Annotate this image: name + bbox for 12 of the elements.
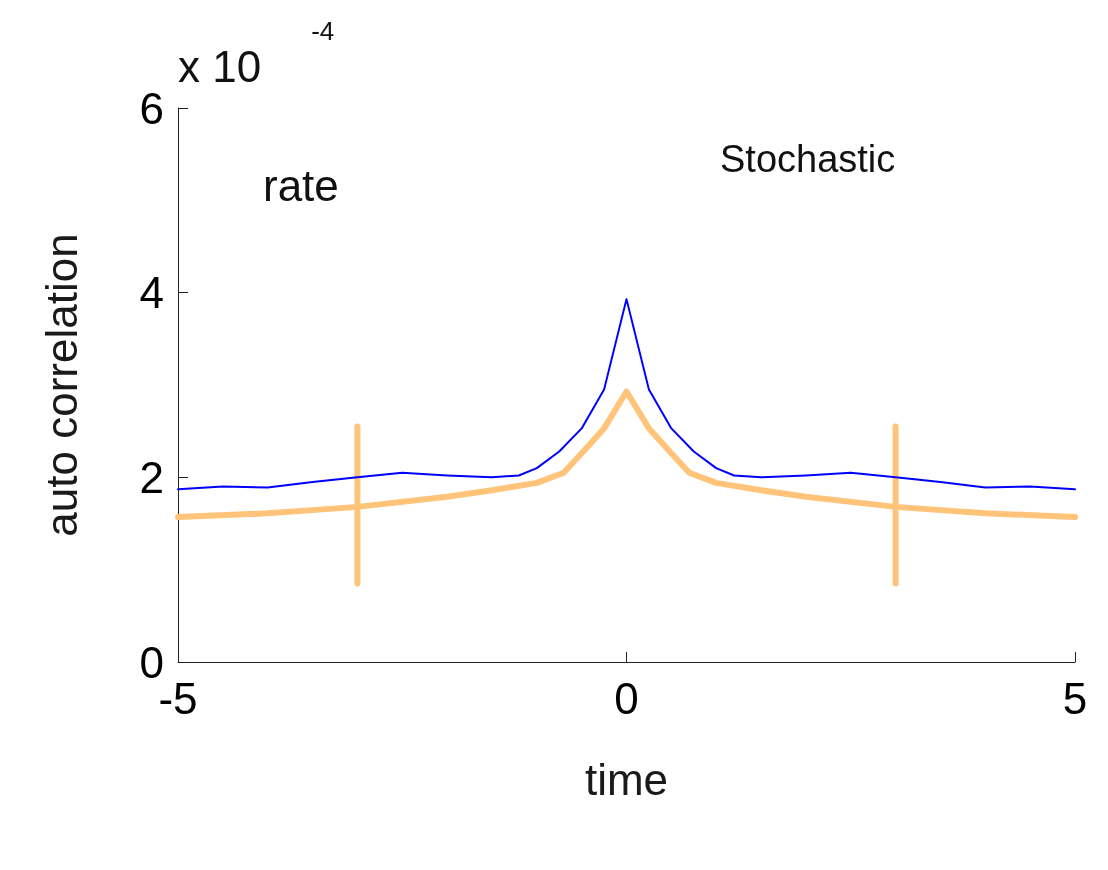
y-tick-label: 4	[139, 268, 164, 318]
x-tick-label: 5	[1062, 673, 1088, 723]
text: x 10-4	[178, 16, 335, 91]
annotation: rate	[263, 160, 339, 210]
y-axis-title: auto correlation	[36, 233, 86, 537]
x-axis-title: time	[584, 754, 669, 804]
y-tick-label: 2	[139, 452, 164, 502]
x-tick-label: 0	[614, 673, 639, 723]
y-tick-label: 6	[139, 83, 164, 133]
line-series	[177, 298, 1076, 491]
annotation: Stochastic	[720, 138, 896, 180]
y-tick-label: 0	[139, 637, 164, 687]
